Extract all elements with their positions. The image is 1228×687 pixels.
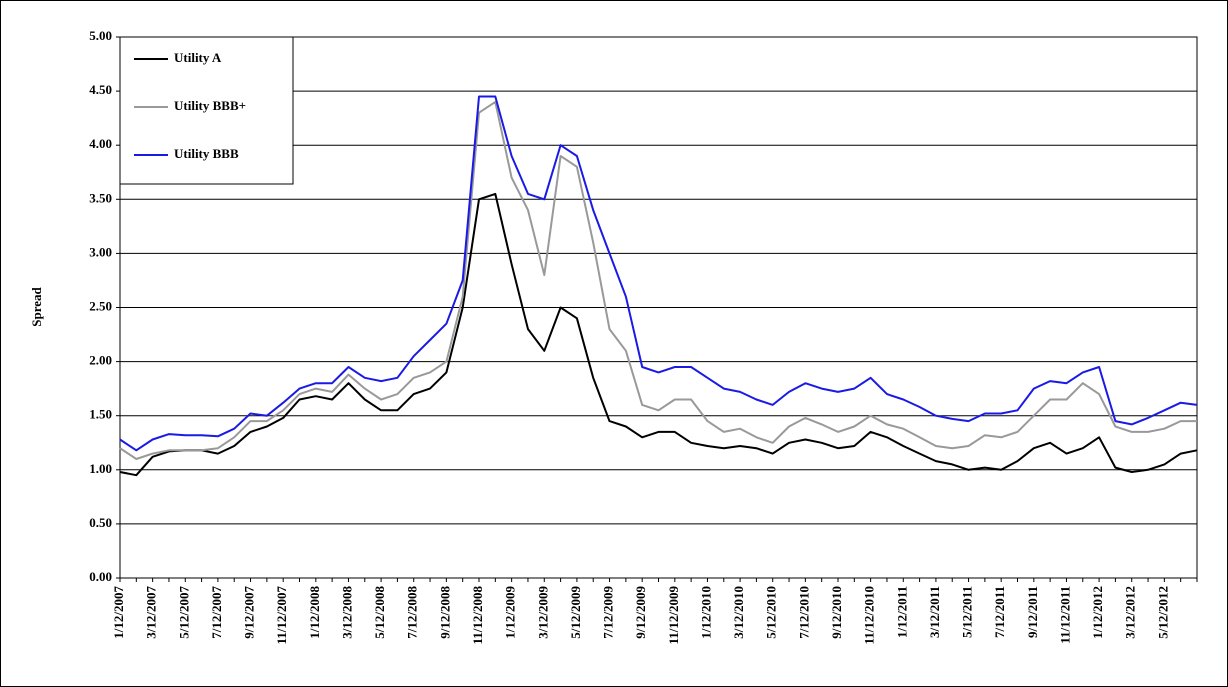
x-tick-label: 7/12/2007 (209, 586, 224, 639)
x-tick-label: 9/12/2011 (1025, 586, 1040, 638)
x-tick-label: 11/12/2008 (470, 586, 485, 645)
legend-box (119, 36, 294, 185)
y-tick-label: 0.00 (89, 569, 112, 584)
x-tick-label: 7/12/2011 (992, 586, 1007, 638)
x-tick-label: 3/12/2011 (927, 586, 942, 638)
x-tick-label: 3/12/2009 (535, 586, 550, 639)
y-tick-label: 2.00 (89, 353, 112, 368)
x-tick-label: 5/12/2008 (372, 586, 387, 639)
x-tick-label: 9/12/2010 (829, 586, 844, 639)
x-tick-label: 11/12/2007 (274, 586, 289, 645)
x-tick-label: 3/12/2010 (731, 586, 746, 639)
series-line (119, 100, 1197, 460)
y-tick-label: 3.00 (89, 244, 112, 259)
x-tick-label: 5/12/2007 (176, 586, 191, 639)
legend-label: Utility A (174, 50, 222, 65)
x-tick-label: 11/12/2011 (1057, 586, 1072, 644)
x-tick-label: 9/12/2009 (633, 586, 648, 639)
y-tick-label: 5.00 (89, 28, 112, 43)
legend-label: Utility BBB+ (174, 98, 246, 113)
x-tick-label: 5/12/2011 (960, 586, 975, 638)
x-tick-label: 7/12/2010 (796, 586, 811, 639)
legend-label: Utility BBB (174, 146, 239, 161)
x-tick-label: 5/12/2009 (568, 586, 583, 639)
y-tick-label: 2.50 (89, 298, 112, 313)
x-tick-label: 7/12/2008 (405, 586, 420, 639)
x-tick-label: 3/12/2007 (144, 586, 159, 639)
y-axis-label: Spread (29, 286, 44, 326)
x-tick-label: 1/12/2011 (894, 586, 909, 638)
x-tick-label: 1/12/2007 (111, 586, 126, 639)
x-tick-label: 11/12/2009 (666, 586, 681, 645)
x-tick-label: 1/12/2009 (503, 586, 518, 639)
x-tick-label: 9/12/2008 (437, 586, 452, 639)
x-tick-label: 7/12/2009 (601, 586, 616, 639)
x-tick-label: 5/12/2010 (764, 586, 779, 639)
x-tick-label: 3/12/2012 (1123, 586, 1138, 639)
x-tick-label: 3/12/2008 (339, 586, 354, 639)
x-tick-label: 9/12/2007 (242, 586, 257, 639)
y-tick-label: 4.50 (89, 82, 112, 97)
y-tick-label: 4.00 (89, 136, 112, 151)
y-tick-label: 3.50 (89, 190, 112, 205)
series-line (119, 192, 1198, 477)
y-tick-label: 0.50 (89, 515, 112, 530)
x-tick-label: 1/12/2008 (307, 586, 322, 639)
y-tick-label: 1.00 (89, 461, 112, 476)
y-tick-label: 1.50 (89, 407, 112, 422)
x-tick-label: 1/12/2010 (698, 586, 713, 639)
x-tick-label: 1/12/2012 (1090, 586, 1105, 639)
x-tick-label: 5/12/2012 (1155, 586, 1170, 639)
x-tick-label: 11/12/2010 (862, 586, 877, 645)
series-line (119, 95, 1198, 452)
